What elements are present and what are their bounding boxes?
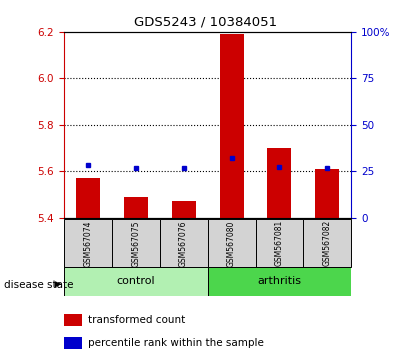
FancyBboxPatch shape — [64, 267, 208, 296]
Text: GSM567074: GSM567074 — [83, 220, 92, 267]
Text: GSM567076: GSM567076 — [179, 220, 188, 267]
Bar — [64, 337, 82, 349]
FancyBboxPatch shape — [303, 219, 351, 267]
FancyBboxPatch shape — [256, 219, 303, 267]
Text: GSM567075: GSM567075 — [131, 220, 140, 267]
Bar — [124, 197, 148, 218]
FancyBboxPatch shape — [64, 219, 112, 267]
Text: arthritis: arthritis — [257, 276, 302, 286]
Bar — [172, 201, 196, 218]
Bar — [268, 148, 291, 218]
Text: GSM567080: GSM567080 — [227, 220, 236, 267]
FancyBboxPatch shape — [208, 219, 256, 267]
Bar — [64, 314, 82, 326]
FancyBboxPatch shape — [112, 219, 159, 267]
FancyBboxPatch shape — [159, 219, 208, 267]
Text: GDS5243 / 10384051: GDS5243 / 10384051 — [134, 16, 277, 29]
Text: transformed count: transformed count — [88, 315, 186, 325]
Text: GSM567081: GSM567081 — [275, 220, 284, 267]
FancyBboxPatch shape — [208, 267, 351, 296]
Bar — [76, 178, 100, 218]
Text: percentile rank within the sample: percentile rank within the sample — [88, 338, 264, 348]
Text: control: control — [116, 276, 155, 286]
Bar — [219, 34, 243, 218]
Text: disease state: disease state — [4, 280, 74, 290]
Text: GSM567082: GSM567082 — [323, 220, 332, 267]
Bar — [315, 169, 339, 218]
